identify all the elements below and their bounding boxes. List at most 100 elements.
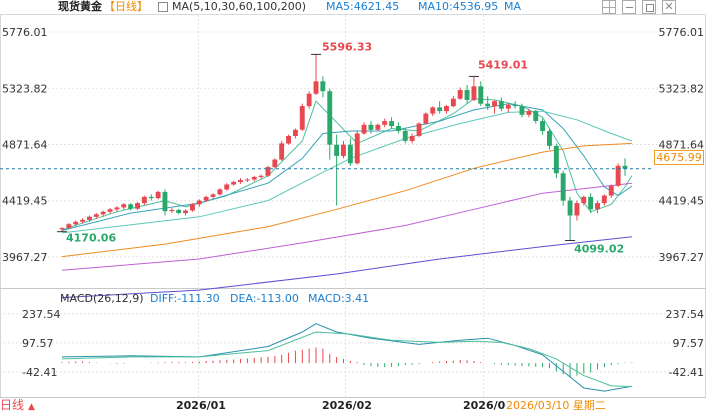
macd-axis-right-label: 97.57 bbox=[673, 337, 705, 350]
candle bbox=[73, 220, 79, 227]
candle bbox=[581, 195, 587, 206]
candle-body bbox=[224, 184, 230, 190]
candle-body bbox=[299, 106, 305, 130]
candle bbox=[533, 109, 539, 124]
candle bbox=[450, 96, 456, 108]
period-button[interactable]: 日线 ▲ bbox=[0, 398, 35, 413]
candle-body bbox=[286, 136, 291, 144]
candle bbox=[148, 194, 154, 201]
restore-icon[interactable] bbox=[642, 0, 656, 14]
candle-body bbox=[155, 191, 161, 199]
candle-body bbox=[121, 204, 127, 208]
candle bbox=[114, 206, 120, 212]
ma-toggle-icon[interactable] bbox=[158, 2, 168, 12]
caret-up-icon: ▲ bbox=[28, 402, 35, 412]
candle bbox=[409, 133, 415, 144]
candle-body bbox=[375, 124, 381, 130]
candle-body bbox=[148, 196, 154, 199]
price-axis-right-label: 4419.45 bbox=[659, 195, 705, 208]
grid-icon[interactable] bbox=[602, 0, 616, 14]
candle-body bbox=[80, 219, 85, 222]
candle-body bbox=[306, 93, 312, 107]
candle-body bbox=[553, 145, 559, 174]
candle bbox=[622, 158, 628, 176]
candle-body bbox=[361, 124, 367, 134]
candle bbox=[547, 128, 552, 150]
candle bbox=[574, 200, 580, 221]
candle-body bbox=[190, 204, 195, 211]
candle-body bbox=[66, 224, 72, 228]
candle bbox=[437, 101, 443, 114]
candle bbox=[595, 200, 600, 214]
candle-body bbox=[526, 111, 532, 115]
candle bbox=[464, 85, 470, 104]
price-axis-right-label: 5323.82 bbox=[659, 82, 705, 95]
candle bbox=[375, 123, 381, 132]
minus-icon[interactable] bbox=[622, 0, 636, 14]
candle bbox=[251, 175, 257, 182]
candle bbox=[93, 213, 99, 219]
macd-axis-right-label: 237.54 bbox=[666, 308, 705, 321]
candle-body bbox=[210, 194, 216, 197]
candle bbox=[608, 184, 614, 199]
candle bbox=[402, 128, 408, 144]
candle bbox=[183, 209, 188, 216]
candle bbox=[540, 118, 545, 135]
candle bbox=[176, 208, 182, 215]
period-button-label: 日线 bbox=[0, 398, 25, 412]
candle bbox=[265, 165, 271, 178]
candle-body bbox=[437, 107, 443, 112]
candle-body bbox=[402, 131, 408, 141]
ma200-line bbox=[61, 236, 632, 299]
period-label[interactable]: 【日线】 bbox=[104, 0, 148, 13]
candle-body bbox=[574, 203, 580, 216]
candle-body bbox=[444, 106, 449, 112]
candle-body bbox=[567, 200, 573, 216]
date-label-2: 2026/02 bbox=[322, 399, 372, 412]
macd-dea: DEA:-113.00 bbox=[230, 292, 299, 305]
candle bbox=[155, 190, 161, 200]
candle-body bbox=[615, 165, 621, 186]
candle-body bbox=[107, 209, 113, 212]
candle-body bbox=[464, 90, 470, 100]
candle bbox=[492, 99, 497, 114]
date-label-3: 2026/0 bbox=[463, 399, 506, 412]
candle-body bbox=[595, 203, 600, 210]
candle bbox=[286, 134, 291, 145]
candle-body bbox=[505, 104, 511, 109]
candle bbox=[382, 118, 388, 128]
candle bbox=[141, 195, 147, 205]
price-axis-right-label: 4871.64 bbox=[659, 138, 705, 151]
macd-diff: DIFF:-111.30 bbox=[150, 292, 220, 305]
candle-body bbox=[423, 113, 429, 124]
candle bbox=[416, 122, 422, 138]
candle-body bbox=[141, 196, 147, 204]
candle-body bbox=[471, 86, 477, 100]
candle bbox=[560, 170, 566, 206]
candle bbox=[526, 108, 532, 118]
candle bbox=[210, 193, 216, 199]
candle-body bbox=[251, 177, 257, 180]
candle bbox=[59, 227, 65, 232]
macd-dea-line bbox=[61, 331, 632, 387]
close-icon[interactable]: ✕ bbox=[662, 0, 676, 14]
candle-body bbox=[162, 191, 168, 212]
candle bbox=[272, 158, 278, 169]
candle-body bbox=[409, 136, 415, 141]
candle bbox=[320, 76, 326, 98]
low2-label: 4099.02 bbox=[574, 243, 624, 256]
candle bbox=[87, 215, 92, 222]
candle-body bbox=[450, 98, 456, 107]
candle bbox=[224, 183, 230, 191]
candle-body bbox=[258, 175, 264, 177]
price-axis-left-label: 3967.27 bbox=[2, 251, 48, 264]
candle-body bbox=[560, 173, 566, 201]
candle-body bbox=[547, 131, 552, 146]
candle bbox=[567, 196, 573, 241]
ma100-line bbox=[61, 182, 632, 271]
candle bbox=[128, 203, 134, 211]
candle-body bbox=[293, 129, 298, 136]
high2-label: 5419.01 bbox=[478, 58, 528, 71]
candle bbox=[519, 103, 525, 118]
macd-axis-left-label: 97.57 bbox=[22, 337, 54, 350]
